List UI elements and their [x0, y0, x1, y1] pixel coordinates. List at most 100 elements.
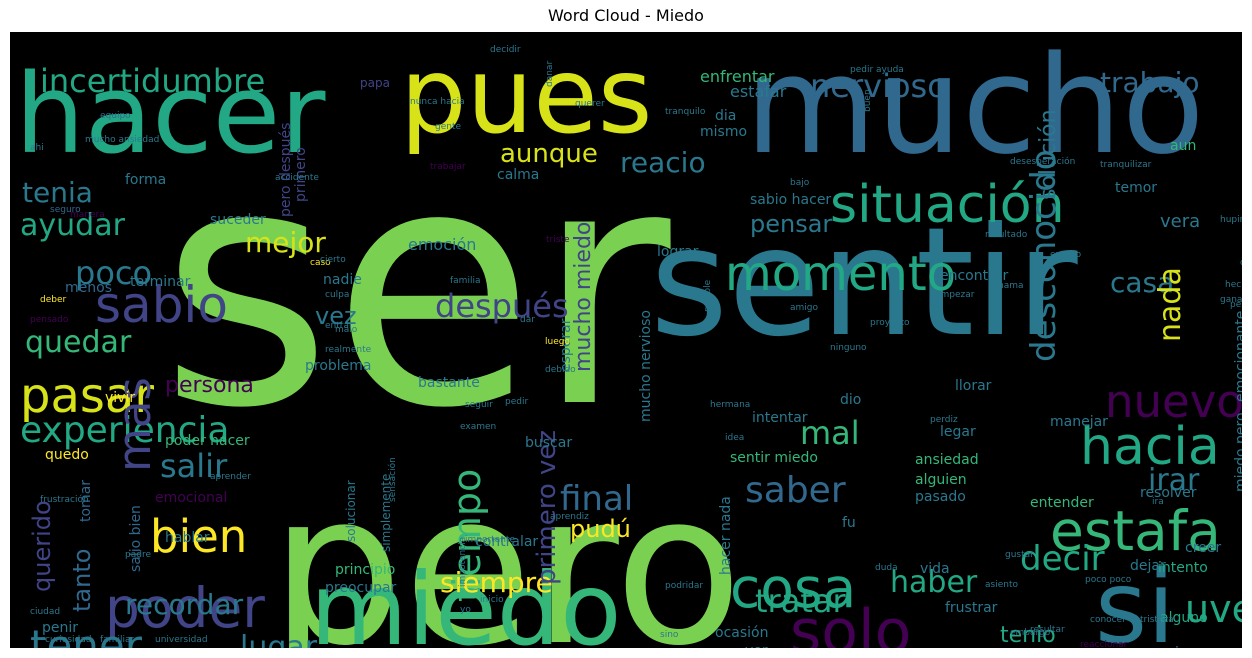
- word-evento: evento: [1050, 250, 1082, 260]
- word-creer: creer: [1185, 540, 1221, 556]
- word-posible: posible: [703, 279, 713, 312]
- word-equipo: equipo: [100, 111, 131, 121]
- word-emocionante: emocionante: [1233, 311, 1242, 402]
- word-pasado: pasado: [915, 489, 966, 505]
- word-nervioso: nervioso: [810, 67, 947, 105]
- word-pasar: pasar: [20, 368, 154, 424]
- word-resultar: resultar: [1030, 625, 1065, 635]
- word-bien: bien: [150, 510, 247, 563]
- word-salio-bien: salio bien: [128, 505, 144, 572]
- word-familiar: familiar: [100, 635, 134, 645]
- word-caso: caso: [310, 258, 331, 268]
- word-ansiedad: ansiedad: [915, 452, 979, 468]
- word-entender: entender: [1030, 495, 1094, 511]
- word-nadie: nadie: [323, 272, 362, 288]
- word-seguro: seguro: [50, 205, 81, 215]
- word-hacer: hacer: [15, 50, 326, 178]
- word-cierto: cierto: [320, 255, 346, 265]
- word-estafar: estafar: [730, 82, 787, 101]
- word-mejor: mejor: [245, 226, 326, 259]
- word-examen: examen: [460, 422, 496, 432]
- word-mismo: mismo: [700, 124, 747, 140]
- word-gustar: gustar: [1005, 550, 1034, 560]
- word-fu: fu: [842, 515, 856, 531]
- word-amigo: amigo: [790, 303, 818, 313]
- word-tratar: tratar: [755, 582, 846, 620]
- word-tenio: tenio: [1000, 623, 1056, 648]
- word-incertidumbre: incertidumbre: [40, 62, 265, 100]
- word-yo: yo: [460, 605, 471, 615]
- word-primero: primero: [293, 147, 309, 202]
- word-conocer: conocer: [1090, 615, 1126, 625]
- word-intento: intento: [1158, 560, 1208, 576]
- word-querer: querer: [575, 99, 605, 109]
- word-impotencia: impotencia: [458, 537, 468, 587]
- word-saber: saber: [745, 470, 846, 511]
- word-estafa: estafa: [1050, 499, 1221, 563]
- word-cosa: cosa: [730, 556, 856, 620]
- word-resolver: resolver: [1140, 485, 1197, 501]
- word-llorar: llorar: [955, 378, 992, 394]
- word-vera: vera: [1160, 211, 1200, 232]
- word-mucho: mucho: [745, 32, 1204, 184]
- word-momento: momento: [725, 246, 956, 302]
- word-decir: decir: [1020, 539, 1105, 579]
- word-vivir: vivir: [105, 390, 135, 406]
- word-simplemente: simplemente: [379, 474, 393, 552]
- word-nunca-hacia: nunca hacia: [410, 97, 465, 107]
- word-trabajar: trabajar: [430, 162, 466, 172]
- word-experiencia: experiencia: [20, 410, 229, 451]
- word-intentar: intentar: [752, 410, 808, 426]
- word-sabio: sabio: [95, 276, 228, 334]
- word-temor: temor: [1115, 180, 1157, 196]
- word-forma: forma: [125, 172, 166, 188]
- word-tener: tener: [30, 621, 143, 648]
- word-dejar: dejar: [1130, 558, 1166, 574]
- word-terminar: terminar: [130, 274, 191, 290]
- word-empezar: empezar: [935, 290, 975, 300]
- word-hablar: hablar: [165, 530, 210, 546]
- word-situación: situación: [830, 175, 1065, 235]
- word-resultado: resultado: [985, 230, 1028, 240]
- word-sentir: sentir: [650, 196, 1078, 370]
- word-dio: dio: [840, 392, 861, 408]
- word-aun: aun: [1170, 138, 1196, 154]
- word-decidir: decidir: [490, 45, 521, 55]
- word-proyecto: proyecto: [870, 318, 910, 328]
- chart-title: Word Cloud - Miedo: [548, 6, 704, 25]
- word-sentir-miedo: sentir miedo: [730, 450, 818, 466]
- word-irar: irar: [1148, 463, 1200, 498]
- word-primero-vez: primero vez: [532, 430, 562, 585]
- word-pedir-ayuda: pedir ayuda: [850, 65, 904, 75]
- word-haber: haber: [890, 565, 978, 600]
- word-siempre: siempre: [440, 566, 553, 599]
- word-salir: salir: [160, 447, 228, 485]
- word-culpa: culpa: [325, 290, 349, 300]
- word-emocional: emocional: [155, 490, 227, 506]
- word-inicio: inicio: [480, 595, 504, 605]
- word-idea: idea: [725, 433, 744, 443]
- word-si: si: [1095, 549, 1175, 648]
- word-persona: persona: [165, 373, 254, 398]
- word-poder: poder: [105, 576, 265, 640]
- word-poco: poco: [75, 254, 152, 292]
- word-tranquilo: tranquilo: [665, 107, 706, 117]
- word-hecho: hecho: [1225, 280, 1242, 290]
- word-desesperación: desesperación: [1010, 156, 1075, 167]
- word-tiempo: tiempo: [445, 469, 489, 602]
- word-asiento: asiento: [985, 580, 1018, 590]
- word-hacia: hacia: [1080, 417, 1220, 477]
- word-suceder: suceder: [210, 212, 266, 228]
- word-nada: nada: [1153, 267, 1188, 342]
- word-tanto: tanto: [68, 549, 96, 612]
- word-ayudar: ayudar: [20, 208, 126, 243]
- word-problema: problema: [305, 358, 372, 374]
- word-pensado: pensado: [30, 315, 69, 325]
- word-perdiz: perdiz: [930, 415, 958, 425]
- word-penir: penir: [42, 620, 78, 636]
- word-calmar: calmar: [1240, 258, 1242, 268]
- word-mucho-nervioso: mucho nervioso: [638, 310, 654, 422]
- word-principio: principio: [335, 562, 395, 578]
- word-ciudad: ciudad: [30, 607, 60, 617]
